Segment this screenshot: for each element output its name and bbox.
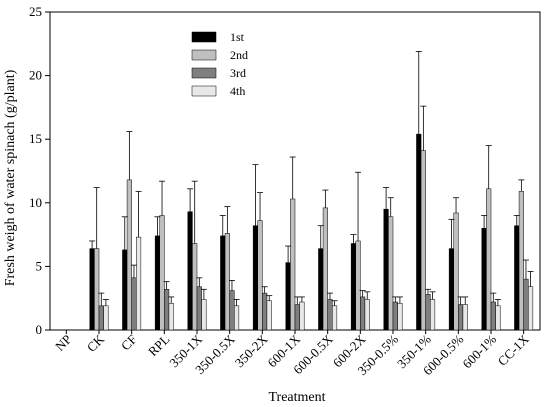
x-tick-label: CK — [84, 331, 108, 355]
legend-swatch — [191, 31, 217, 43]
bar — [266, 300, 272, 331]
bar — [290, 198, 296, 331]
bar — [103, 305, 109, 331]
legend-label: 2nd — [230, 48, 248, 62]
y-tick-label: 20 — [29, 68, 42, 83]
bar — [257, 220, 263, 331]
legend: 1st 2nd 3rd 4th — [191, 30, 248, 98]
y-tick-label: 10 — [29, 195, 42, 210]
x-tick-label: NP — [52, 332, 74, 354]
bar — [528, 286, 534, 331]
bar — [364, 299, 370, 331]
bars-group — [89, 133, 534, 331]
bar — [168, 303, 174, 331]
y-axis: 0 5 10 15 20 25 — [29, 4, 50, 337]
bar — [350, 243, 356, 331]
bar — [383, 208, 389, 331]
bar — [220, 235, 226, 331]
legend-label: 1st — [230, 30, 245, 44]
bar — [224, 233, 230, 331]
y-tick-label: 0 — [36, 322, 43, 337]
legend-swatch — [191, 85, 217, 97]
bar — [164, 289, 170, 331]
bar — [187, 211, 193, 331]
bar — [360, 296, 366, 331]
x-tick-label: CF — [118, 332, 140, 354]
bar — [196, 286, 202, 331]
error-bars-group — [89, 51, 534, 306]
bar — [299, 301, 305, 331]
bar — [514, 225, 520, 331]
bar — [89, 248, 95, 331]
bar — [481, 227, 487, 331]
bar — [98, 305, 104, 331]
x-tick-label: RPL — [145, 331, 173, 359]
bar — [486, 188, 492, 331]
bar — [416, 133, 422, 331]
bar — [122, 249, 128, 331]
legend-swatch — [191, 67, 217, 79]
x-axis: NP CK CF RPL350-1X350-0.5X350-2X600-1X600-0… — [52, 330, 532, 378]
y-tick-label: 15 — [29, 131, 42, 146]
bar — [327, 299, 333, 331]
bar — [462, 304, 468, 331]
x-axis-title: Treatment — [268, 390, 325, 405]
bar — [136, 236, 142, 331]
bar — [229, 290, 235, 331]
bar — [126, 179, 132, 331]
bar — [392, 301, 398, 331]
bar — [397, 303, 403, 331]
bar — [159, 215, 165, 331]
bar — [262, 292, 268, 331]
x-tick-label: 350-2X — [232, 331, 271, 370]
bar — [388, 216, 394, 331]
bar — [490, 301, 496, 331]
bar — [453, 212, 459, 331]
bar — [294, 304, 300, 331]
bar — [234, 305, 240, 331]
bar — [318, 248, 324, 331]
x-tick-label: 600-1% — [459, 331, 499, 371]
bar — [425, 294, 431, 331]
bar — [448, 248, 454, 331]
bar — [94, 248, 100, 331]
bar — [322, 207, 328, 331]
bar — [285, 262, 291, 331]
bar — [131, 277, 137, 331]
bar — [252, 225, 258, 331]
bar — [518, 191, 524, 331]
y-tick-label: 25 — [29, 4, 42, 19]
x-tick-label: CC-1X — [495, 331, 533, 369]
bar — [430, 299, 436, 331]
bar — [192, 243, 198, 331]
bar — [420, 150, 426, 331]
bar — [495, 305, 501, 331]
bar — [201, 299, 207, 331]
bar — [154, 235, 160, 331]
bar — [332, 305, 338, 331]
legend-label: 4th — [230, 84, 245, 98]
bar — [523, 278, 529, 331]
legend-swatch — [191, 49, 217, 61]
bar — [355, 240, 361, 331]
legend-label: 3rd — [230, 66, 246, 80]
bar — [458, 304, 464, 331]
y-tick-label: 5 — [36, 258, 43, 273]
y-axis-title: Fresh weigh of water spinach (g/plant) — [3, 69, 18, 286]
